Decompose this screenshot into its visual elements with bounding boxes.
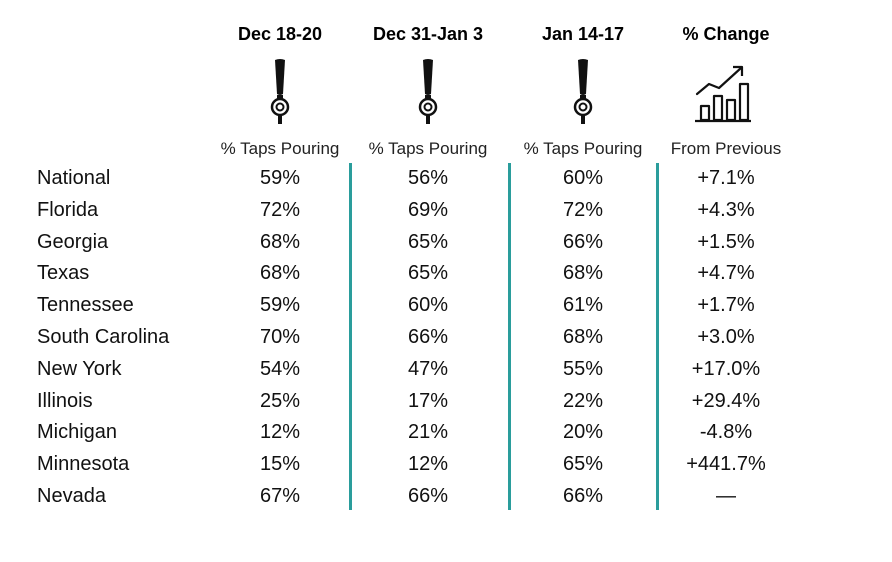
table-cell: +1.7% <box>697 294 755 317</box>
table-cell: 22% <box>562 389 604 412</box>
row-label: Minnesota <box>37 453 130 476</box>
row-label: Georgia <box>37 230 109 253</box>
table-cell: 65% <box>562 453 604 476</box>
column-header: Dec 31-Jan 3 <box>372 24 484 44</box>
table-cell: 72% <box>562 198 604 221</box>
column-divider <box>349 163 352 510</box>
table-cell: 56% <box>407 167 449 189</box>
table-cell: 59% <box>259 294 301 317</box>
table-cell: 47% <box>407 357 449 380</box>
table-cell: +4.7% <box>697 262 755 285</box>
table-cell: 68% <box>259 230 301 253</box>
table-cell: 61% <box>562 294 604 317</box>
table-cell: 65% <box>407 230 449 253</box>
column-header: % Change <box>682 24 770 44</box>
table-cell: 55% <box>562 357 604 380</box>
column-subheader: % Taps Pouring <box>220 139 340 158</box>
table-cell: 65% <box>407 262 449 285</box>
column-subheader: From Previous <box>670 139 782 158</box>
row-label: New York <box>37 357 122 380</box>
column-header: Jan 14-17 <box>541 24 625 44</box>
row-label: National <box>37 167 111 189</box>
table-cell: 68% <box>562 326 604 348</box>
table-cell: 15% <box>259 453 301 476</box>
table-cell: +29.4% <box>691 389 761 412</box>
beer-tap-icon <box>553 58 613 124</box>
row-label: South Carolina <box>37 326 170 348</box>
row-label: Florida <box>37 198 99 221</box>
table-cell: 66% <box>407 485 449 507</box>
table-cell: 59% <box>259 167 301 189</box>
table-cell: 17% <box>407 389 449 412</box>
table-cell: +441.7% <box>686 453 766 476</box>
table-cell: 20% <box>562 421 604 444</box>
table-cell: +3.0% <box>697 326 755 348</box>
table-cell: 25% <box>259 389 301 412</box>
table-cell: 12% <box>259 421 301 444</box>
table-cell: 68% <box>562 262 604 285</box>
beer-tap-icon <box>398 58 458 124</box>
row-label: Texas <box>37 262 90 285</box>
column-header: Dec 18-20 <box>237 24 323 44</box>
row-label: Michigan <box>37 421 118 444</box>
table-cell: -4.8% <box>699 421 753 444</box>
table-cell: 66% <box>407 326 449 348</box>
table-cell: 54% <box>259 357 301 380</box>
beer-tap-icon <box>250 58 310 124</box>
column-divider <box>656 163 659 510</box>
table-cell: 68% <box>259 262 301 285</box>
growth-chart-icon <box>693 58 753 124</box>
column-subheader: % Taps Pouring <box>523 139 643 158</box>
table-cell: 60% <box>562 167 604 189</box>
row-label: Nevada <box>37 485 106 507</box>
table-cell: 69% <box>407 198 449 221</box>
column-divider <box>508 163 511 510</box>
table-cell: 21% <box>407 421 449 444</box>
table-cell: 60% <box>407 294 449 317</box>
table-cell: +1.5% <box>697 230 755 253</box>
table-cell: 67% <box>259 485 301 507</box>
table-cell: 66% <box>562 230 604 253</box>
table-cell: +17.0% <box>691 357 761 380</box>
row-label: Illinois <box>37 389 93 412</box>
table-cell: 70% <box>259 326 301 348</box>
table-cell: +4.3% <box>697 198 755 221</box>
table-cell: 12% <box>407 453 449 476</box>
table-cell: — <box>716 485 736 507</box>
table-cell: 66% <box>562 485 604 507</box>
table-cell: 72% <box>259 198 301 221</box>
column-subheader: % Taps Pouring <box>368 139 488 158</box>
row-label: Tennessee <box>37 294 134 317</box>
table-cell: +7.1% <box>697 167 755 189</box>
